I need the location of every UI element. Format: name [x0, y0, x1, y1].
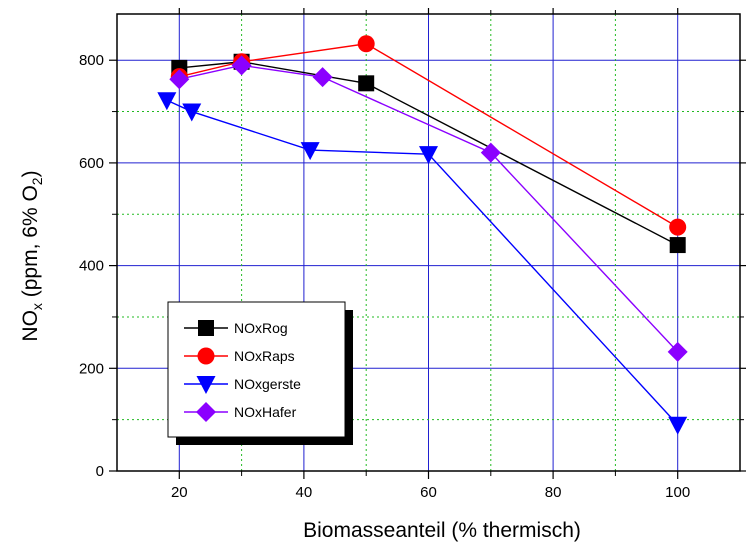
x-tick-label: 60: [420, 484, 437, 501]
data-point-noxhafer: [169, 69, 190, 90]
series-markers: [157, 35, 688, 435]
legend-label-noxraps: NOxRaps: [234, 348, 295, 364]
y-tick-label: 0: [96, 463, 104, 480]
data-point-noxrog: [358, 75, 375, 92]
data-point-noxraps: [357, 35, 375, 53]
x-tick-label: 100: [665, 484, 690, 501]
legend-marker-noxhafer: [196, 402, 216, 422]
legend-label-noxgerste: NOxgerste: [234, 376, 301, 392]
legend-marker-noxraps: [197, 347, 215, 365]
y-axis-label-sub-x: x: [29, 303, 45, 310]
data-point-noxrog: [669, 237, 686, 254]
y-tick-label: 200: [79, 360, 104, 377]
y-tick-label: 600: [79, 155, 104, 172]
legend-label-noxhafer: NOxHafer: [234, 404, 297, 420]
legend-marker-noxrog: [198, 320, 214, 336]
data-point-noxhafer: [480, 142, 501, 163]
axes: 20 40 60 80 100 0 200 400 600 800: [79, 8, 746, 501]
y-axis-label-main: NO: [19, 310, 42, 342]
data-point-noxgerste: [300, 142, 320, 161]
y-axis-label-mid: (ppm, 6% O: [19, 185, 42, 303]
data-point-noxraps: [669, 218, 687, 236]
y-axis-label-sub-2: 2: [29, 177, 45, 185]
data-point-noxgerste: [419, 146, 438, 165]
legend-box: [167, 301, 346, 438]
legend-label-noxrog: NOxRog: [234, 320, 288, 336]
x-tick-label: 20: [171, 484, 188, 501]
y-axis-label: NOx (ppm, 6% O2): [19, 170, 45, 341]
y-axis-label-end: ): [19, 170, 42, 177]
y-tick-label: 400: [79, 258, 104, 275]
legend: NOxRog NOxRaps NOxgerste NOxHafer: [167, 301, 353, 445]
data-point-noxgerste: [182, 103, 202, 122]
series-line-noxraps: [179, 43, 679, 228]
data-point-noxgerste: [668, 416, 688, 435]
data-point-noxhafer: [312, 67, 333, 88]
y-tick-label: 800: [79, 52, 104, 69]
legend-marker-noxgerste: [196, 376, 216, 394]
data-point-noxhafer: [231, 55, 252, 76]
x-tick-label: 40: [296, 484, 313, 501]
series-line-noxrog: [179, 61, 679, 246]
data-point-noxhafer: [667, 341, 688, 362]
x-axis-label: Biomasseanteil (% thermisch): [303, 519, 581, 542]
legend-entries: NOxRog NOxRaps NOxgerste NOxHafer: [184, 320, 301, 422]
data-point-noxgerste: [157, 92, 177, 111]
x-tick-label: 80: [545, 484, 562, 501]
